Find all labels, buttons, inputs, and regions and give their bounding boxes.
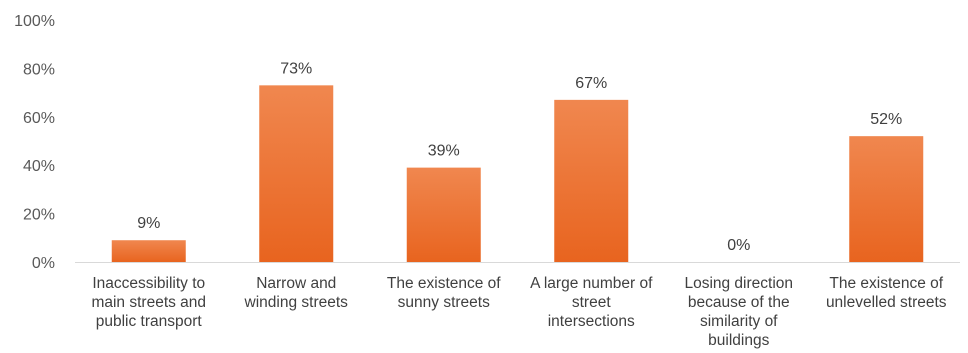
- x-category-label: The existence of unlevelled streets: [826, 275, 947, 311]
- bar-value-label: 39%: [428, 143, 460, 160]
- x-category-label-line: Inaccessibility to: [92, 275, 205, 292]
- bar-value-label: 9%: [137, 215, 160, 232]
- bar: [259, 85, 334, 262]
- y-tick-label: 60%: [23, 110, 55, 127]
- x-category-label-line: The existence of: [387, 275, 501, 292]
- x-category-label-line: intersections: [548, 313, 635, 330]
- data-labels-group: 9% 73% 39% 67% 0% 52%: [137, 60, 902, 254]
- x-category-label-line: street: [572, 294, 611, 311]
- x-category-label: Losing direction because of the similarity…: [684, 275, 793, 349]
- x-category-label-line: similarity of: [700, 313, 778, 330]
- x-category-label-line: Losing direction: [684, 275, 793, 292]
- bar-value-label: 73%: [280, 60, 312, 77]
- bar: [111, 240, 186, 262]
- x-category-label-line: sunny streets: [398, 294, 490, 311]
- x-category-label-line: unlevelled streets: [826, 294, 947, 311]
- x-category-label-line: public transport: [96, 313, 203, 330]
- x-category-label-line: main streets and: [91, 294, 206, 311]
- y-tick-label: 100%: [14, 13, 55, 30]
- y-tick-label: 40%: [23, 158, 55, 175]
- x-category-label: Narrow and winding streets: [244, 275, 349, 311]
- x-category-label-line: winding streets: [244, 294, 349, 311]
- bar-value-label: 67%: [575, 75, 607, 92]
- y-tick-label: 80%: [23, 61, 55, 78]
- x-category-label-line: Narrow and: [256, 275, 336, 292]
- x-category-label: The existence of sunny streets: [387, 275, 501, 311]
- x-category-label-line: A large number of: [530, 275, 653, 292]
- bar-value-label: 0%: [727, 237, 750, 254]
- x-category-label-line: because of the: [688, 294, 790, 311]
- x-axis-labels: Inaccessibility to main streets and public…: [91, 275, 946, 349]
- x-category-label: A large number of street intersections: [530, 275, 653, 330]
- y-axis: 0% 20% 40% 60% 80% 100%: [14, 13, 55, 272]
- bars-group: [111, 85, 924, 262]
- bar: [554, 99, 629, 262]
- bar-value-label: 52%: [870, 111, 902, 128]
- bar: [406, 167, 481, 262]
- x-category-label-line: buildings: [708, 332, 769, 349]
- bar: [849, 136, 924, 262]
- y-tick-label: 0%: [32, 255, 55, 272]
- x-category-label-line: The existence of: [829, 275, 943, 292]
- x-category-label: Inaccessibility to main streets and public…: [91, 275, 206, 330]
- y-tick-label: 20%: [23, 207, 55, 224]
